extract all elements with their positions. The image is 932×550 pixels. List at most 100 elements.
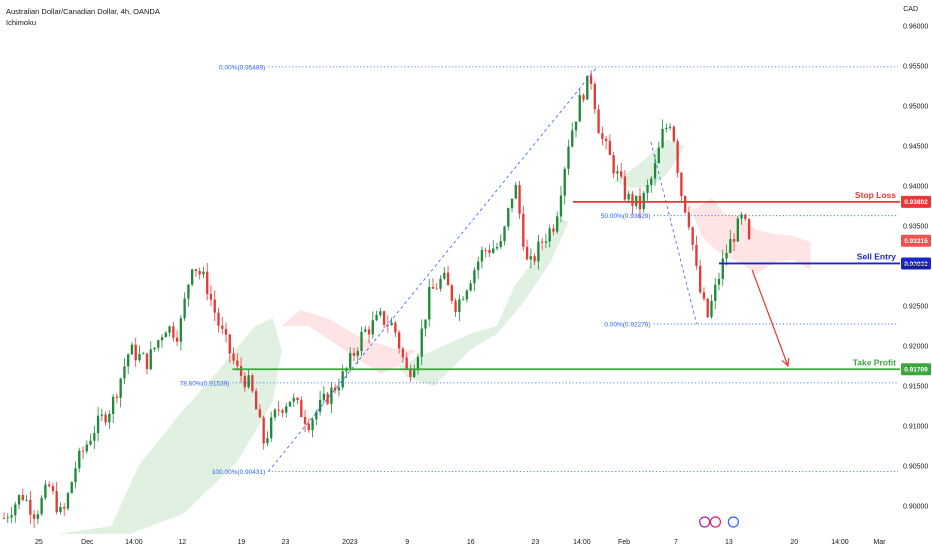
candle-body bbox=[10, 515, 13, 518]
fib-level-label: 0.00%(0.92276) bbox=[604, 321, 650, 328]
candle-body bbox=[556, 216, 559, 232]
candle-body bbox=[510, 198, 514, 209]
candle-body bbox=[443, 272, 446, 279]
fib-level-label: 50.00%(0.93629) bbox=[601, 213, 651, 220]
candle-body bbox=[296, 397, 299, 401]
candle-body bbox=[168, 326, 171, 333]
candle-body bbox=[424, 319, 427, 329]
candle-body bbox=[676, 141, 679, 173]
candle-body bbox=[153, 347, 156, 350]
candle-body bbox=[484, 249, 487, 251]
candle-body bbox=[44, 484, 47, 498]
indicator-label[interactable]: Ichimoku bbox=[6, 18, 37, 27]
projection-arrow-line bbox=[751, 269, 789, 367]
candle-body bbox=[78, 450, 81, 469]
candle-body bbox=[409, 369, 412, 378]
y-tick-label: 0.95500 bbox=[903, 64, 928, 71]
candle-body bbox=[303, 417, 307, 424]
candle-body bbox=[589, 75, 593, 84]
candle-body bbox=[567, 146, 570, 169]
y-tick-label: 0.96000 bbox=[903, 24, 928, 31]
event-marker-icon bbox=[699, 516, 711, 528]
chart-legend: Australian Dollar/Canadian Dollar, 4h, O… bbox=[6, 6, 160, 28]
candle-body bbox=[499, 241, 502, 248]
y-tick-label: 0.92500 bbox=[903, 304, 928, 311]
price-tag-label: 0.93032 bbox=[904, 261, 928, 268]
candle-body bbox=[702, 292, 706, 299]
candle-body bbox=[318, 399, 322, 412]
candle-body bbox=[631, 193, 634, 206]
x-tick-label: 20 bbox=[790, 539, 798, 546]
candle-body bbox=[687, 212, 691, 228]
candle-body bbox=[349, 353, 352, 369]
ichimoku-cloud-1 bbox=[281, 310, 417, 374]
candle-body bbox=[81, 450, 85, 452]
candle-body bbox=[190, 269, 194, 285]
candle-body bbox=[187, 284, 190, 299]
candle-body bbox=[341, 371, 344, 388]
candle-body bbox=[476, 261, 480, 271]
candle-body bbox=[732, 239, 736, 242]
price-tag-label: 0.93802 bbox=[904, 199, 928, 206]
candle-body bbox=[665, 127, 668, 129]
symbol-title[interactable]: Australian Dollar/Canadian Dollar, 4h, O… bbox=[6, 7, 160, 16]
candle-body bbox=[17, 495, 21, 505]
fib-level-label: 78.60%(0.91539) bbox=[180, 380, 230, 387]
event-marker-icon bbox=[727, 516, 739, 528]
candle-body bbox=[74, 468, 77, 483]
candle-body bbox=[710, 300, 713, 318]
x-tick-label: 14:00 bbox=[573, 539, 591, 546]
y-tick-label: 0.93000 bbox=[903, 264, 928, 271]
candle-body bbox=[563, 168, 566, 196]
candle-body bbox=[514, 185, 517, 199]
candle-body bbox=[552, 228, 555, 232]
candle-body bbox=[405, 357, 408, 370]
candle-body bbox=[63, 506, 66, 509]
candle-body bbox=[40, 497, 43, 515]
candle-body bbox=[683, 196, 687, 213]
candle-body bbox=[119, 378, 122, 398]
candle-body bbox=[397, 332, 401, 349]
x-tick-label: 7 bbox=[674, 539, 678, 546]
candle-body bbox=[236, 360, 239, 367]
y-tick-label: 0.91500 bbox=[903, 384, 928, 391]
candle-body bbox=[183, 298, 186, 319]
ichimoku-cloud-3 bbox=[613, 139, 685, 188]
x-tick-label: 9 bbox=[405, 539, 409, 546]
candle-body bbox=[29, 499, 32, 515]
price-tag bbox=[901, 363, 931, 376]
candle-body bbox=[160, 337, 164, 341]
candle-body bbox=[96, 415, 100, 434]
candle-body bbox=[202, 271, 205, 275]
fib-level-label: 0.00%(0.95489) bbox=[219, 64, 265, 71]
event-marker-icon bbox=[709, 516, 722, 528]
candle-body bbox=[661, 128, 664, 148]
candle-body bbox=[333, 387, 337, 391]
candle-body bbox=[747, 219, 751, 240]
candle-body bbox=[428, 286, 431, 320]
candle-body bbox=[315, 411, 318, 420]
candle-body bbox=[111, 396, 115, 414]
candle-body bbox=[337, 387, 341, 391]
candle-body bbox=[593, 83, 596, 110]
candle-body bbox=[461, 299, 465, 301]
candle-body bbox=[548, 228, 551, 242]
y-tick-label: 0.94000 bbox=[903, 184, 928, 191]
candle-body bbox=[458, 299, 461, 312]
candle-body bbox=[619, 171, 623, 177]
candle-body bbox=[270, 417, 273, 439]
candle-body bbox=[243, 375, 247, 388]
candle-body bbox=[14, 504, 17, 516]
x-tick-label: 19 bbox=[238, 539, 246, 546]
candle-body bbox=[635, 195, 638, 206]
candle-body bbox=[108, 413, 111, 423]
level-label: Stop Loss bbox=[855, 190, 896, 200]
candle-body bbox=[206, 271, 209, 294]
candle-body bbox=[525, 246, 529, 260]
candle-body bbox=[21, 495, 24, 500]
x-tick-label: 13 bbox=[725, 539, 733, 546]
y-tick-label: 0.95000 bbox=[903, 104, 928, 111]
y-tick-label: 0.94500 bbox=[903, 144, 928, 151]
candle-body bbox=[601, 133, 604, 139]
